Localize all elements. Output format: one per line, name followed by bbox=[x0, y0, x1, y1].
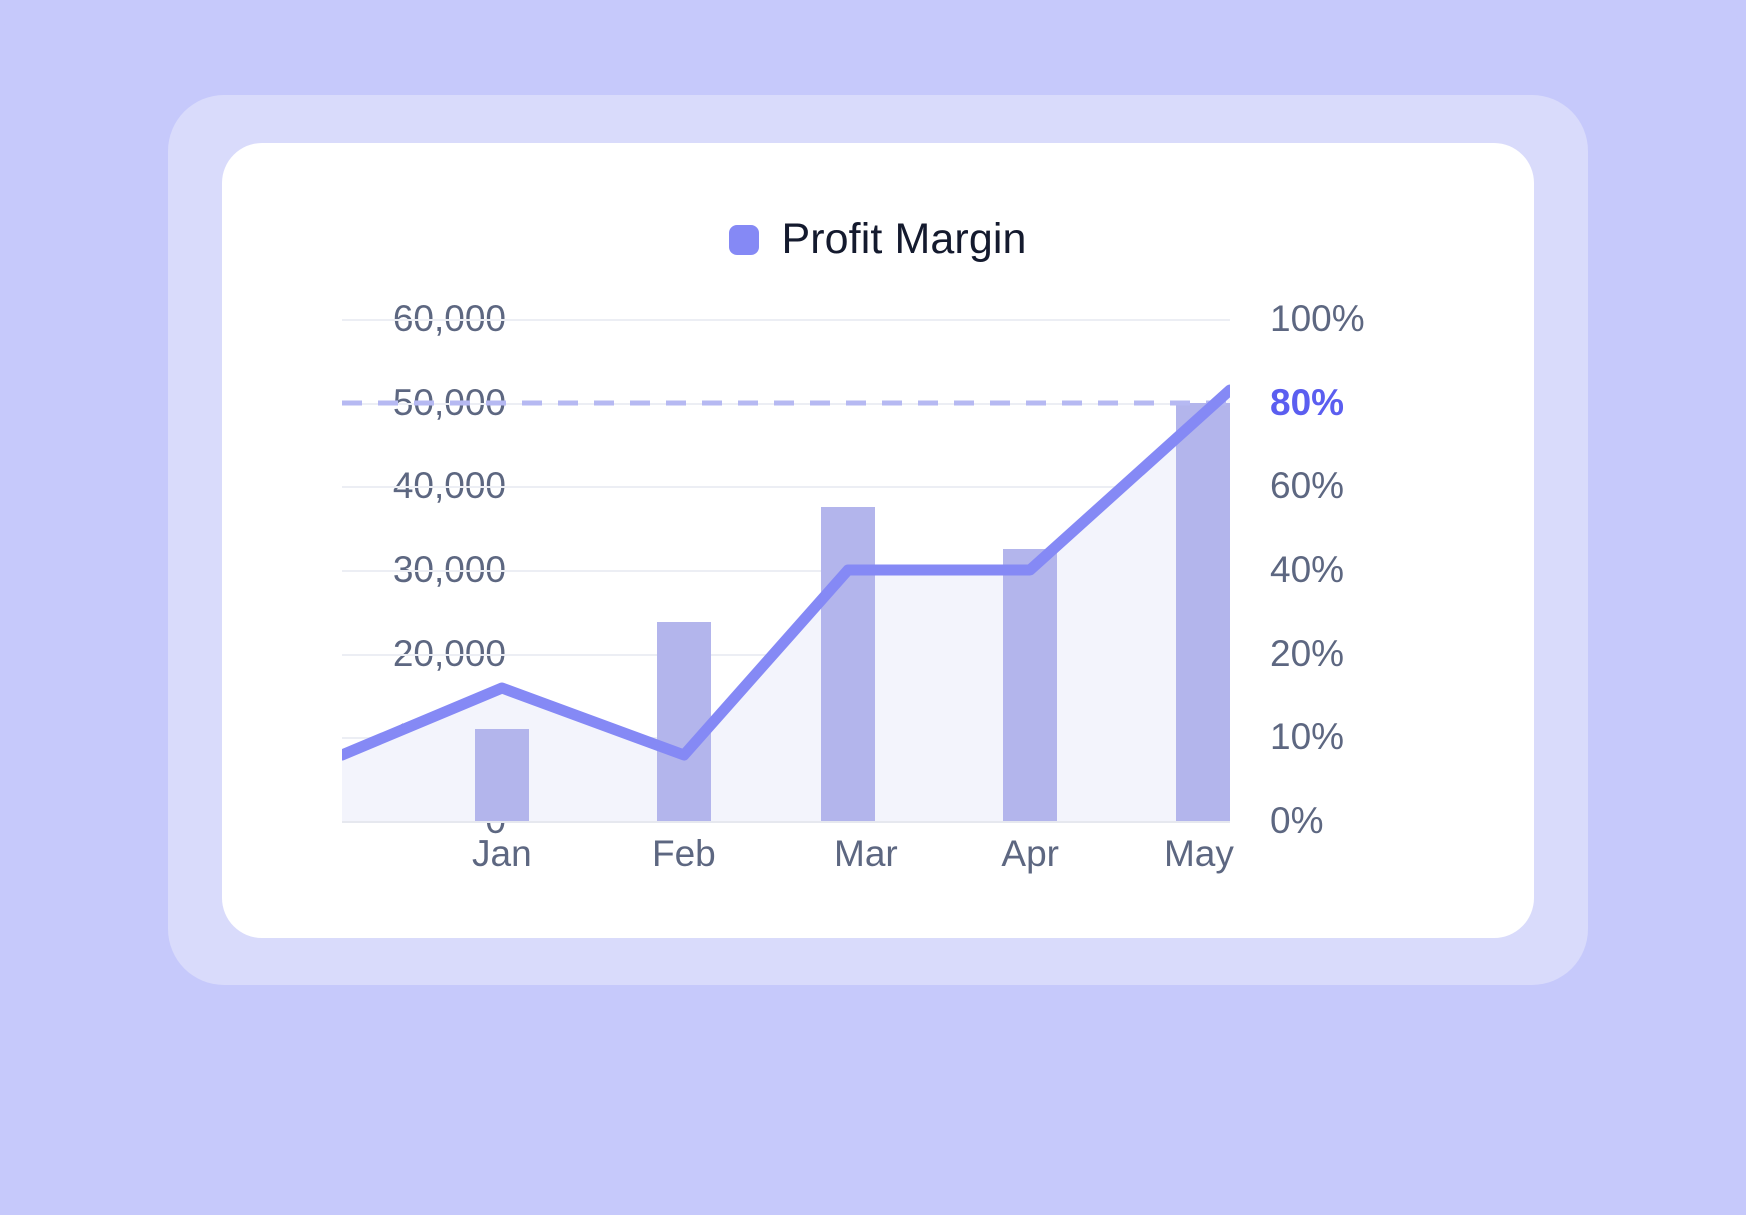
y-right-tick-10pct: 10% bbox=[1270, 716, 1345, 758]
y-right-tick-100pct: 100% bbox=[1270, 298, 1365, 339]
x-tick-apr: Apr bbox=[1001, 833, 1059, 874]
y-left-tick-30000: 30,000 bbox=[392, 549, 506, 590]
y-right-tick-80pct: 80% bbox=[1270, 381, 1345, 423]
y-left-tick-40000: 40,000 bbox=[392, 465, 506, 507]
bar-may[interactable] bbox=[1176, 403, 1230, 821]
gridline-60000 bbox=[342, 319, 1230, 321]
y-right-tick-20pct: 20% bbox=[1270, 632, 1345, 674]
gridline-baseline-0 bbox=[342, 821, 1230, 823]
bar-series-profit-margin bbox=[342, 319, 1230, 821]
bar-feb[interactable] bbox=[657, 622, 711, 821]
x-tick-jan: Jan bbox=[472, 833, 532, 874]
legend-label-profit-margin: Profit Margin bbox=[781, 215, 1027, 263]
gridline-40000 bbox=[342, 486, 1230, 489]
y-right-tick-60pct: 60% bbox=[1270, 465, 1345, 507]
bar-mar[interactable] bbox=[821, 507, 875, 821]
legend-swatch-icon bbox=[729, 224, 760, 255]
line-series-profit-margin bbox=[342, 384, 1230, 761]
bar-apr[interactable] bbox=[1003, 549, 1057, 821]
gridline-30000 bbox=[342, 570, 1230, 572]
y-right-tick-0pct: 0% bbox=[1270, 800, 1324, 841]
threshold-line-80-percent bbox=[342, 400, 1230, 406]
y-axis-right: 100% 80% 60% 40% 20% 10% 0% bbox=[1270, 298, 1470, 841]
x-tick-may: May bbox=[1163, 833, 1234, 874]
y-axis-left: 60,000 50,000 40,000 30,000 20,000 10,00… bbox=[280, 298, 506, 841]
y-left-tick-60000: 60,000 bbox=[392, 298, 506, 339]
chart-card: Profit Margin 60,000 50,000 40,000 30,00… bbox=[222, 143, 1534, 938]
x-tick-feb: Feb bbox=[651, 833, 716, 874]
x-axis: Jan Feb Mar Apr May bbox=[342, 833, 1234, 903]
plot-area bbox=[342, 319, 1230, 823]
chart-legend: Profit Margin bbox=[222, 218, 1534, 261]
x-tick-mar: Mar bbox=[834, 833, 898, 874]
y-left-tick-20000: 20,000 bbox=[392, 632, 506, 674]
y-right-tick-40pct: 40% bbox=[1270, 549, 1345, 590]
bar-jan[interactable] bbox=[475, 729, 529, 821]
